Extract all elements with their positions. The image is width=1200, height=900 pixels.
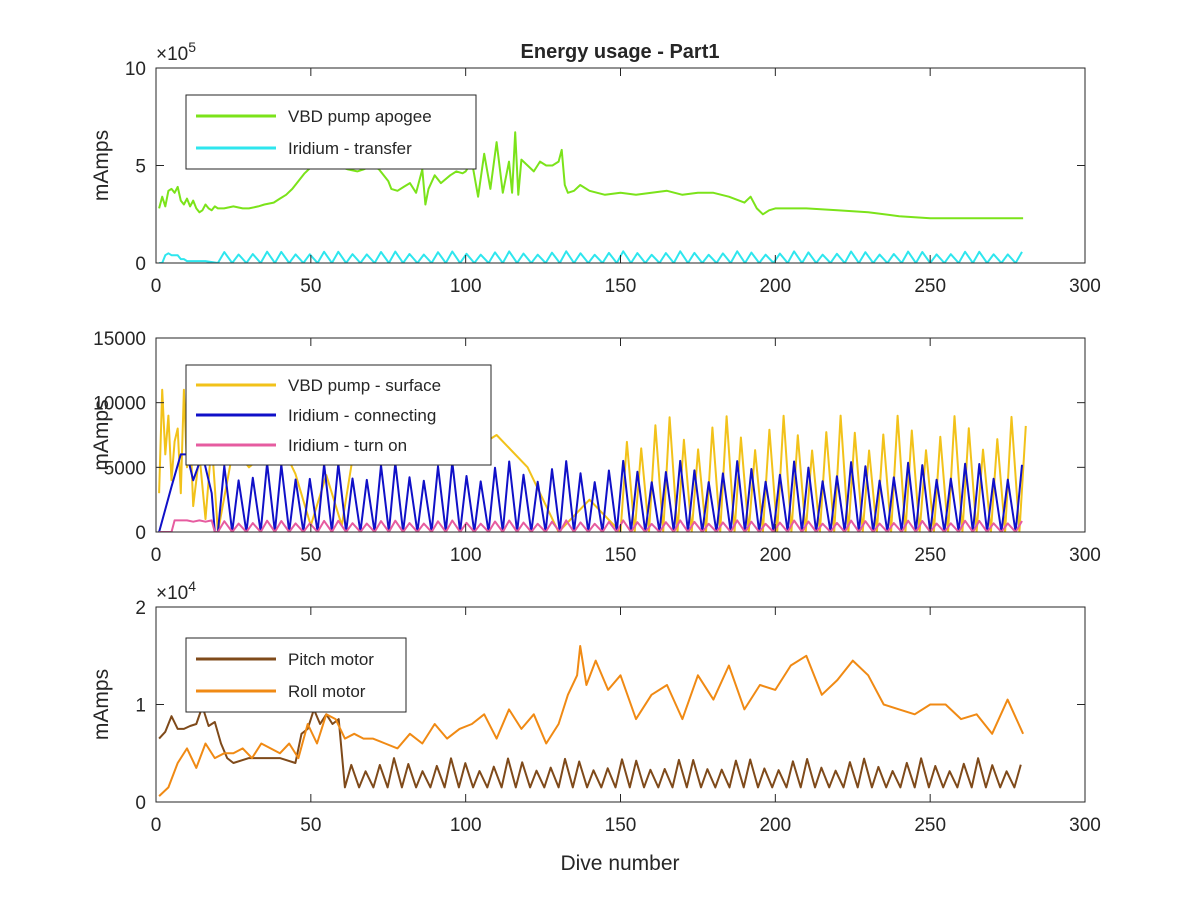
y-tick-label: 0 [135, 523, 146, 544]
x-tick-label: 100 [450, 545, 482, 566]
x-tick-label: 200 [759, 815, 791, 836]
x-tick-label: 150 [605, 815, 637, 836]
x-tick-label: 200 [759, 276, 791, 297]
y-axis-label: mAmps [90, 130, 113, 201]
x-tick-label: 50 [300, 276, 321, 297]
x-tick-label: 50 [300, 545, 321, 566]
y-tick-label: 10 [125, 59, 146, 80]
legend-label: Iridium - connecting [288, 406, 436, 425]
x-tick-label: 100 [450, 276, 482, 297]
legend-label: VBD pump apogee [288, 107, 432, 126]
x-tick-label: 300 [1069, 815, 1101, 836]
x-tick-label: 100 [450, 815, 482, 836]
x-tick-label: 300 [1069, 545, 1101, 566]
x-tick-label: 250 [914, 815, 946, 836]
legend-label: Iridium - transfer [288, 139, 412, 158]
legend-label: VBD pump - surface [288, 376, 441, 395]
y-axis-label: mAmps [90, 399, 113, 470]
y-axis-label: mAmps [90, 669, 113, 740]
legend-label: Roll motor [288, 682, 366, 701]
legend: VBD pump - surface Iridium - connecting Ir… [185, 364, 492, 466]
y-tick-label: 1 [135, 696, 146, 717]
legend-box [185, 637, 407, 713]
series-line-2-2 [158, 453, 1023, 532]
y-tick-label: 0 [135, 254, 146, 275]
x-tick-label: 0 [151, 276, 162, 297]
legend-label: Iridium - turn on [288, 436, 407, 455]
y-tick-label: 15000 [93, 329, 146, 350]
panel-2: 0 50 100 150 200 250 300 0 5000 10000 15000 mAmps VB… [90, 329, 1101, 566]
x-tick-label: 150 [605, 545, 637, 566]
y-tick-label: 5 [135, 157, 146, 178]
series-line-2-3 [159, 519, 1023, 532]
y-tick-label: 2 [135, 598, 146, 619]
x-tick-label: 150 [605, 276, 637, 297]
legend: Pitch motor Roll motor [185, 637, 407, 713]
x-tick-label: 200 [759, 545, 791, 566]
y-tick-label: 5000 [104, 458, 146, 479]
legend-label: Pitch motor [288, 650, 374, 669]
figure-title: Energy usage - Part1 [521, 41, 720, 63]
series-line-1-1 [158, 131, 1024, 220]
x-axis-label: Dive number [560, 852, 679, 875]
y-tick-label: 0 [135, 793, 146, 814]
series-line-3-1 [158, 705, 1022, 789]
x-tick-label: 250 [914, 276, 946, 297]
y-tick-label: 10000 [93, 394, 146, 415]
x-tick-label: 0 [151, 545, 162, 566]
x-tick-label: 300 [1069, 276, 1101, 297]
series-line-3-2 [158, 645, 1025, 797]
x-tick-label: 250 [914, 545, 946, 566]
legend: VBD pump apogee Iridium - transfer [185, 94, 477, 170]
x-tick-label: 0 [151, 815, 162, 836]
x-tick-label: 50 [300, 815, 321, 836]
legend-box [185, 94, 477, 170]
